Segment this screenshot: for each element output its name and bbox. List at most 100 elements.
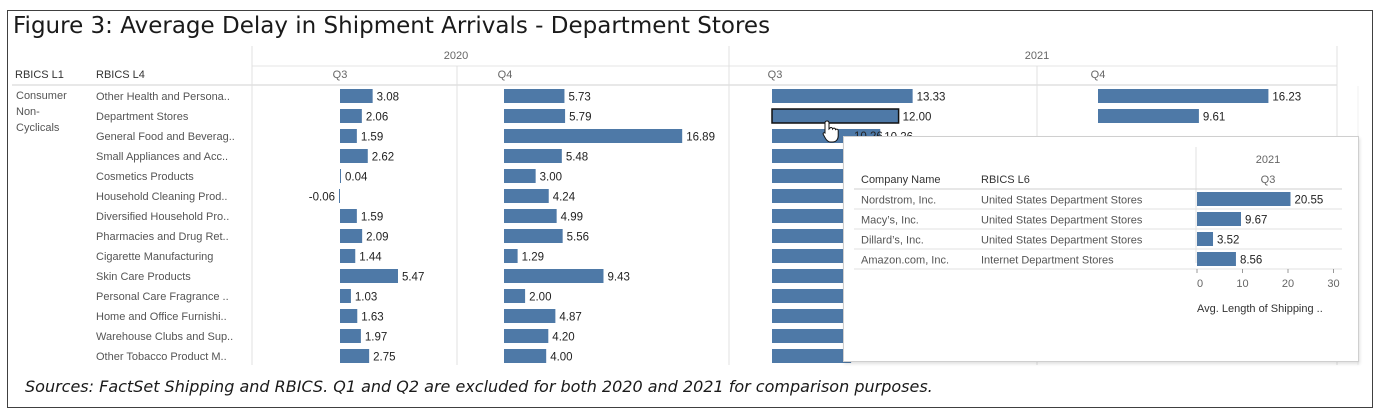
tooltip-bar-label: 20.55 bbox=[1295, 195, 1324, 207]
category-label: Skin Care Products bbox=[96, 271, 191, 283]
quarter-header-2021-Q3: Q3 bbox=[768, 69, 783, 81]
category-label: Personal Care Fragrance .. bbox=[96, 291, 229, 303]
quarter-header-2021-Q4: Q4 bbox=[1091, 69, 1106, 81]
data-label: 2.75 bbox=[373, 352, 395, 364]
bar bbox=[771, 108, 900, 124]
tooltip-company-name: Dillard’s, Inc. bbox=[861, 235, 924, 247]
tooltip-axis-tick-label: 0 bbox=[1197, 278, 1203, 290]
row-header-rbics-l1: RBICS L1 bbox=[15, 69, 64, 81]
data-label: 4.87 bbox=[559, 312, 581, 324]
data-label: 16.89 bbox=[686, 132, 715, 144]
data-label: 0.04 bbox=[345, 172, 368, 184]
bar bbox=[340, 249, 356, 263]
bar bbox=[340, 349, 370, 363]
tooltip-bar bbox=[1197, 252, 1236, 266]
tooltip-rbics-l6: United States Department Stores bbox=[981, 235, 1143, 247]
data-label: 1.44 bbox=[359, 252, 382, 264]
category-label: Small Appliances and Acc.. bbox=[96, 151, 228, 163]
category-label: Other Health and Persona.. bbox=[96, 91, 230, 103]
bar bbox=[504, 89, 565, 103]
year-header-2021: 2021 bbox=[1025, 50, 1049, 62]
data-label: 3.00 bbox=[540, 172, 562, 184]
data-label: 4.20 bbox=[552, 332, 574, 344]
bar bbox=[772, 329, 857, 343]
tooltip-panel: Company Name RBICS L6 2021 Q3 Nordstrom, Inc… bbox=[843, 136, 1359, 362]
data-label: 2.62 bbox=[372, 152, 394, 164]
data-label: 9.61 bbox=[1203, 112, 1225, 124]
data-label: 12.00 bbox=[903, 112, 932, 124]
bar bbox=[340, 89, 373, 103]
tooltip-bar bbox=[1197, 192, 1291, 206]
data-label: 4.99 bbox=[561, 212, 583, 224]
category-label: Other Tobacco Product M.. bbox=[96, 351, 227, 363]
bar bbox=[772, 269, 857, 283]
data-label: 1.59 bbox=[361, 132, 383, 144]
bar bbox=[504, 189, 549, 203]
data-label: 5.73 bbox=[568, 92, 590, 104]
bar bbox=[504, 169, 536, 183]
bar bbox=[504, 109, 566, 123]
bar bbox=[772, 309, 857, 323]
data-label: 3.08 bbox=[377, 92, 399, 104]
bar bbox=[504, 249, 518, 263]
category-label: Cigarette Manufacturing bbox=[96, 251, 213, 263]
bar bbox=[504, 209, 557, 223]
bar bbox=[772, 189, 857, 203]
tooltip-header-quarter: Q3 bbox=[1261, 174, 1276, 186]
data-label: 1.29 bbox=[522, 252, 544, 264]
category-label: Department Stores bbox=[96, 111, 189, 123]
data-label: 9.43 bbox=[607, 272, 629, 284]
data-label: -0.06 bbox=[309, 192, 335, 204]
data-label: 5.79 bbox=[569, 112, 591, 124]
data-label: 16.23 bbox=[1272, 92, 1301, 104]
bar bbox=[340, 209, 357, 223]
tooltip-header-company: Company Name bbox=[861, 174, 940, 186]
bar bbox=[1098, 109, 1199, 123]
data-label: 1.97 bbox=[365, 332, 387, 344]
tooltip-bar-label: 9.67 bbox=[1245, 215, 1267, 227]
bar bbox=[504, 329, 549, 343]
category-label: Pharmacies and Drug Ret.. bbox=[96, 231, 229, 243]
bar bbox=[339, 189, 340, 203]
tooltip-company-name: Macy’s, Inc. bbox=[861, 215, 919, 227]
bar bbox=[504, 149, 562, 163]
tooltip-bar bbox=[1197, 212, 1241, 226]
bar bbox=[772, 149, 857, 163]
tooltip-axis-tick-label: 10 bbox=[1236, 278, 1248, 290]
data-label: 13.33 bbox=[917, 92, 946, 104]
data-label: 5.56 bbox=[567, 232, 589, 244]
figure-title: Figure 3: Average Delay in Shipment Arri… bbox=[13, 13, 771, 39]
bar bbox=[772, 229, 857, 243]
bar bbox=[772, 249, 857, 263]
bar bbox=[340, 149, 368, 163]
bar bbox=[504, 309, 556, 323]
bar bbox=[772, 89, 913, 103]
data-label: 2.00 bbox=[529, 292, 551, 304]
tooltip-bar-label: 3.52 bbox=[1217, 235, 1239, 247]
tooltip-rbics-l6: United States Department Stores bbox=[981, 215, 1143, 227]
quarter-header-2020-Q4: Q4 bbox=[498, 69, 513, 81]
bar bbox=[340, 109, 362, 123]
data-label: 1.59 bbox=[361, 212, 383, 224]
category-label: Home and Office Furnishi.. bbox=[96, 311, 227, 323]
tooltip-axis-tick-label: 20 bbox=[1282, 278, 1294, 290]
row-header-rbics-l4: RBICS L4 bbox=[96, 69, 145, 81]
quarter-header-2020-Q3: Q3 bbox=[333, 69, 348, 81]
category-label: Household Cleaning Prod.. bbox=[96, 191, 227, 203]
category-label: Warehouse Clubs and Sup.. bbox=[96, 331, 233, 343]
figure-caption: Sources: FactSet Shipping and RBICS. Q1 … bbox=[25, 377, 933, 396]
year-header-2020: 2020 bbox=[444, 50, 468, 62]
tooltip-header-rbics: RBICS L6 bbox=[981, 174, 1030, 186]
tooltip-rbics-l6: United States Department Stores bbox=[981, 195, 1143, 207]
tooltip-axis-title: Avg. Length of Shipping .. bbox=[1197, 303, 1323, 315]
tooltip-axis-tick-label: 30 bbox=[1327, 278, 1339, 290]
bar bbox=[504, 289, 526, 303]
data-label: 2.06 bbox=[366, 112, 388, 124]
hand-cursor-icon bbox=[822, 120, 839, 143]
bar bbox=[504, 229, 563, 243]
tooltip-chart: Company Name RBICS L6 2021 Q3 Nordstrom, Inc… bbox=[854, 147, 1342, 315]
bar bbox=[772, 209, 857, 223]
category-label: General Food and Beverag.. bbox=[96, 131, 235, 143]
rbics-l1-label: Consumer Non-Cyclicals bbox=[16, 90, 67, 134]
